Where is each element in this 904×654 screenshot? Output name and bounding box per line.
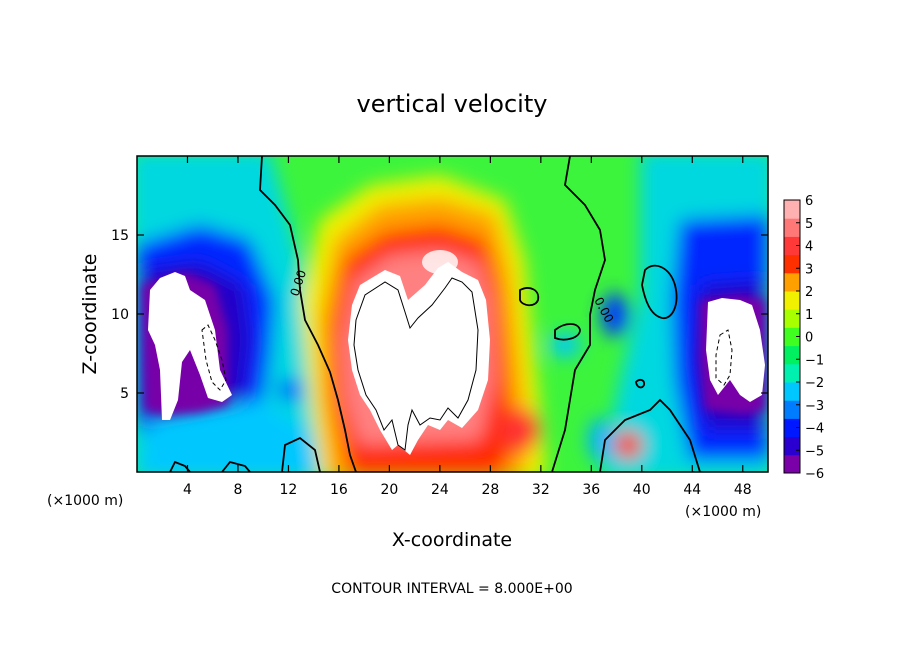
colorbar-tick-label: 5 (805, 217, 813, 232)
x-tick-label: 24 (431, 482, 449, 498)
colorbar-tick-label: −4 (805, 422, 824, 437)
contour-core-center (353, 277, 479, 451)
colorbar-segment (784, 382, 800, 401)
colorbar-tick-label: −3 (805, 399, 824, 414)
core-center-white (348, 262, 490, 455)
contour-zero-oval-c (641, 264, 678, 319)
contour-zero-oval-a (519, 287, 540, 307)
colorbar-tick-label: 0 (805, 331, 813, 346)
colorbar-tick-label: 1 (805, 308, 813, 323)
colorbar-segment (784, 327, 800, 347)
x-tick-label: 36 (582, 482, 600, 498)
field-cell-30 (500, 408, 540, 452)
colorbar-segment (784, 454, 800, 474)
y-tick-label: 10 (111, 307, 129, 323)
contour-zero-bottom-b (221, 460, 251, 472)
colorbar-segment (784, 418, 800, 438)
x-unit-label-right: (×1000 m) (685, 504, 761, 520)
field-left-bottom-cyan (141, 400, 320, 472)
contour-zero-bottom-right (599, 398, 701, 472)
x-tick-label: 48 (734, 482, 752, 498)
contour-zero-small-right (635, 378, 646, 389)
colorbar: 6 5 4 3 2 1 0 −1 −2 −3 −4 −5 −6 (783, 194, 824, 482)
colorbar-segment (784, 218, 800, 237)
x-axis-ticks: 4 8 12 16 20 24 28 32 36 40 44 48 (183, 156, 752, 498)
colorbar-tick-label: 3 (805, 262, 813, 277)
colorbar-segment (784, 254, 800, 274)
x-tick-label: 20 (380, 482, 398, 498)
field-spot-d (278, 380, 302, 400)
colorbar-segment (784, 236, 800, 256)
dashed-contours (201, 324, 733, 391)
contour-zero-right (551, 156, 606, 472)
x-axis-label: X-coordinate (392, 529, 512, 551)
field-spot-c (588, 418, 612, 462)
x-tick-label: 12 (280, 482, 298, 498)
chart-title: vertical velocity (357, 90, 548, 118)
contour-zero-left (259, 156, 357, 472)
colorbar-segment (784, 436, 800, 456)
y-axis-label: Z-coordinate (79, 254, 101, 375)
x-tick-label: 8 (233, 482, 242, 498)
colorbar-tick-label: −6 (805, 467, 824, 482)
colorbar-segment (784, 363, 800, 383)
x-tick-label: 4 (183, 482, 192, 498)
y-tick-label: 15 (111, 228, 129, 244)
contour-dashed-left (201, 324, 227, 391)
colorbar-segment (784, 309, 800, 328)
colorbar-tick-label: −1 (805, 353, 824, 368)
x-unit-label-left: (×1000 m) (47, 493, 123, 509)
colorbar-tick-label: 2 (805, 285, 813, 300)
field-spot-a (601, 293, 629, 337)
colorbar-tick-label: 4 (805, 240, 813, 255)
contour-interval-note: CONTOUR INTERVAL = 8.000E+00 (331, 581, 572, 597)
colorbar-tick-label: −2 (805, 376, 824, 391)
core-left-white (148, 272, 232, 420)
field-cell-39 (614, 431, 642, 459)
x-tick-label: 16 (330, 482, 348, 498)
colorbar-segment (784, 400, 800, 419)
colorbar-segment (784, 200, 800, 219)
contour-zero-oval-b (554, 323, 581, 341)
plot-area: 0.00 0.00 (137, 156, 768, 472)
zero-contours (169, 156, 701, 472)
colorbar-segment (784, 291, 800, 310)
x-tick-label: 32 (532, 482, 550, 498)
y-axis-ticks: 5 10 15 (111, 228, 768, 402)
contour-zero-bottom-left (281, 436, 321, 472)
colorbar-tick-label: −5 (805, 444, 824, 459)
colorbar-segment (784, 345, 800, 365)
core-right-white (706, 298, 765, 402)
colorbar-tick-label: 6 (805, 194, 813, 209)
x-tick-label: 40 (633, 482, 651, 498)
core-top-pink (422, 250, 458, 274)
x-tick-label: 28 (481, 482, 499, 498)
y-tick-label: 5 (120, 386, 129, 402)
x-tick-label: 44 (683, 482, 701, 498)
colorbar-segment (784, 272, 800, 292)
